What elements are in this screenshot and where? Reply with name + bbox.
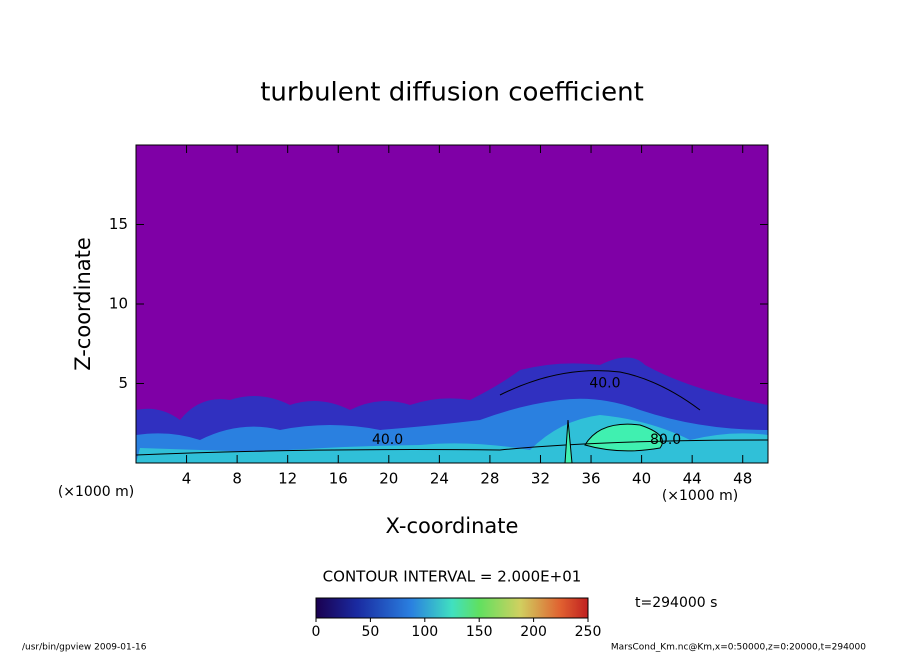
y-unit: (×1000 m) xyxy=(58,484,134,500)
y-tick-label: 10 xyxy=(109,295,128,313)
colorbar-tick-label: 150 xyxy=(466,624,493,640)
footer-left: /usr/bin/gpview 2009-01-16 xyxy=(22,643,147,653)
contour-line xyxy=(499,370,701,411)
contour-label: 40.0 xyxy=(372,432,403,448)
x-unit: (×1000 m) xyxy=(662,488,738,504)
contour-line xyxy=(564,419,573,463)
colorbar xyxy=(315,597,589,619)
x-tick-label: 32 xyxy=(531,470,550,488)
x-tick-label: 16 xyxy=(329,470,348,488)
footer-right: MarsCond_Km.nc@Km,x=0:50000,z=0:20000,t=… xyxy=(611,643,866,653)
x-tick-label: 44 xyxy=(683,470,702,488)
y-tick-label: 15 xyxy=(109,215,128,233)
x-tick-label: 20 xyxy=(379,470,398,488)
time-label: t=294000 s xyxy=(635,595,717,611)
chart-title: turbulent diffusion coefficient xyxy=(260,78,644,108)
field xyxy=(136,145,768,463)
x-tick-label: 4 xyxy=(182,470,192,488)
colorbar-tick-label: 50 xyxy=(361,624,379,640)
x-tick-label: 36 xyxy=(581,470,600,488)
x-tick-label: 12 xyxy=(278,470,297,488)
colorbar-tick-label: 100 xyxy=(411,624,438,640)
x-tick-label: 28 xyxy=(480,470,499,488)
contour-label: 80.0 xyxy=(650,432,681,448)
y-tick-label: 5 xyxy=(118,374,128,392)
contour-line xyxy=(136,439,768,456)
field-region xyxy=(584,423,663,452)
x-tick-label: 48 xyxy=(733,470,752,488)
contour-label: 40.0 xyxy=(589,376,620,392)
x-tick-label: 40 xyxy=(632,470,651,488)
colorbar-tick-label: 0 xyxy=(312,624,321,640)
x-tick-label: 8 xyxy=(232,470,242,488)
x-tick-label: 24 xyxy=(430,470,449,488)
y-axis-label: Z-coordinate xyxy=(71,237,95,371)
colorbar-tick-label: 200 xyxy=(520,624,547,640)
colorbar-tick-label: 250 xyxy=(575,624,602,640)
x-axis-label: X-coordinate xyxy=(386,514,519,538)
contour-interval: CONTOUR INTERVAL = 2.000E+01 xyxy=(323,568,582,586)
